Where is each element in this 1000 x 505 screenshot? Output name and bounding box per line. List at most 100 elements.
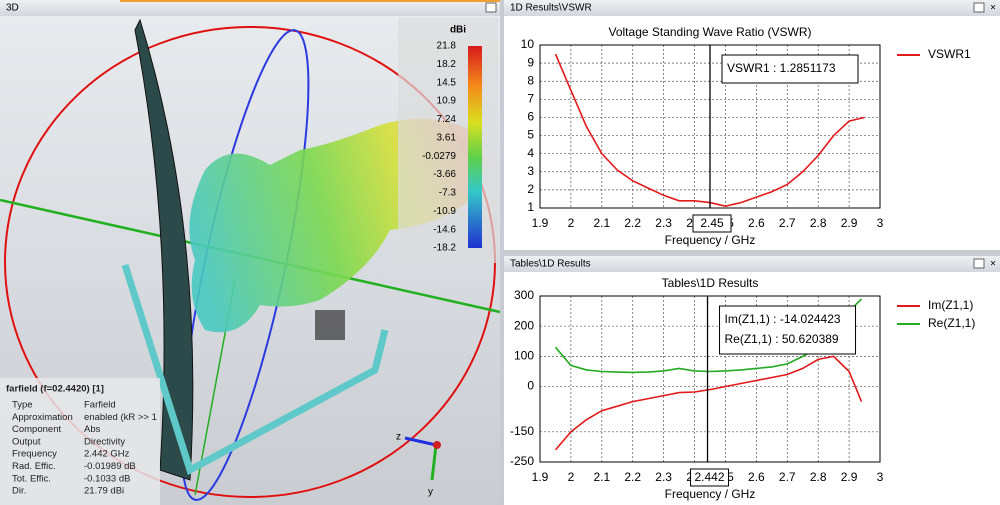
legend-label: VSWR1 <box>928 47 971 61</box>
readout-text: Im(Z1,1) : -14.024423 <box>725 312 841 326</box>
axis-label: y <box>428 487 433 498</box>
info-key: Component <box>12 424 61 435</box>
info-value: Directivity <box>84 436 125 447</box>
panel-title: 1D Results\VSWR <box>510 3 592 14</box>
panel-title: Tables\1D Results <box>510 259 591 270</box>
y-tick-label: -150 <box>510 424 534 438</box>
maximize-button[interactable] <box>973 258 985 269</box>
y-tick-label: 100 <box>514 349 534 363</box>
title-bar <box>0 0 500 16</box>
info-value: -0.1033 dB <box>84 473 130 484</box>
active-line <box>120 0 500 2</box>
chart-title: Voltage Standing Wave Ratio (VSWR) <box>609 25 812 39</box>
colorbar-label: 10.9 <box>437 96 457 107</box>
colorbar-label: -3.66 <box>433 169 456 180</box>
y-tick-label: 10 <box>521 37 535 51</box>
y-tick-label: 7 <box>527 92 534 106</box>
x-tick-label: 2.7 <box>779 216 796 230</box>
charts: Voltage Standing Wave Ratio (VSWR) Freque… <box>510 25 975 501</box>
info-box <box>0 378 160 505</box>
colorbar-label: 3.61 <box>437 132 457 143</box>
x-tick-label: 2.3 <box>655 470 672 484</box>
maximize-button[interactable] <box>485 2 497 13</box>
z-arrow <box>404 436 437 447</box>
close-button[interactable]: × <box>990 259 996 270</box>
info-value: 2.442 GHz <box>84 449 130 460</box>
marker-label: 2.442 <box>695 470 725 484</box>
marker-box <box>692 214 732 233</box>
close-button[interactable]: × <box>990 3 996 14</box>
x-tick-label: 2.7 <box>779 470 796 484</box>
readout-box <box>721 54 859 84</box>
y-tick-label: -250 <box>510 454 534 468</box>
y-tick-label: 300 <box>514 288 534 302</box>
splitter[interactable] <box>500 0 504 505</box>
readout-box <box>719 305 857 355</box>
y-tick-label: 6 <box>527 110 534 124</box>
x-tick-label: 2.6 <box>748 216 765 230</box>
x-tick-label: 2 <box>568 470 575 484</box>
info-key: Dir. <box>12 486 26 497</box>
info-key: Type <box>12 400 33 411</box>
colorbar-labels: 21.8 18.2 14.5 10.9 7.24 3.61 -0.0279 -3.66 -7.3… <box>422 41 456 254</box>
legend-label: Re(Z1,1) <box>928 316 975 330</box>
y-tick-label: 2 <box>527 182 534 196</box>
colorbar-unit: dBi <box>450 25 466 36</box>
plot-frame <box>539 295 881 463</box>
info-value: 21.79 dBi <box>84 486 124 497</box>
colorbar-label: 18.2 <box>437 59 457 70</box>
x-tick-label: 2.9 <box>841 470 858 484</box>
info-heading: farfield (f=02.4420) [1] <box>6 384 104 395</box>
info-key: Output <box>12 436 41 447</box>
readout-text: VSWR1 : 1.2851173 <box>727 61 836 75</box>
y-tick-label: 5 <box>527 128 534 142</box>
colorbar-label: -10.9 <box>433 206 456 217</box>
x-tick-label: 2 <box>568 216 575 230</box>
dish-arm <box>121 263 389 476</box>
origin <box>433 441 441 449</box>
x-axis-label: Frequency / GHz <box>665 233 756 247</box>
splitter[interactable] <box>504 250 1000 256</box>
y-tick-label: 8 <box>527 73 534 87</box>
colorbar-label: -7.3 <box>439 188 457 199</box>
series-line <box>554 355 863 451</box>
colorbar-label: -14.6 <box>433 224 456 235</box>
info-key: Tot. Effic. <box>12 473 51 484</box>
x-tick-label: 2.2 <box>624 216 641 230</box>
x-tick-label: 2.1 <box>593 216 610 230</box>
y-tick-label: 9 <box>527 55 534 69</box>
marker-label: 2.45 <box>700 216 724 230</box>
info-rows: Type Farfield Approximation enabled (kR >> … <box>12 400 157 497</box>
feed <box>315 310 345 340</box>
x-tick-label: 2.8 <box>810 216 827 230</box>
marker-box <box>690 468 730 487</box>
colorbar-label: 7.24 <box>437 114 457 125</box>
x-tick-label: 2.2 <box>624 470 641 484</box>
axis-label: z <box>396 432 401 443</box>
info-value: Farfield <box>84 400 116 411</box>
colorbar-label: -18.2 <box>433 243 456 254</box>
title-bar <box>504 256 1000 272</box>
y-tick-label: 0 <box>527 379 534 393</box>
legend-label: Im(Z1,1) <box>928 298 973 312</box>
info-value: Abs <box>84 424 101 435</box>
info-key: Rad. Effic. <box>12 461 56 472</box>
colorbar-label: 14.5 <box>437 77 457 88</box>
x-tick-label: 2.1 <box>593 470 610 484</box>
info-key: Frequency <box>12 449 57 460</box>
maximize-button[interactable] <box>973 2 985 13</box>
y-arrow <box>430 444 438 481</box>
x-tick-label: 1.9 <box>532 470 549 484</box>
info-value: enabled (kR >> 1 <box>84 412 157 423</box>
y-tick-label: 1 <box>527 200 534 214</box>
x-tick-label: 2.3 <box>655 216 672 230</box>
x-tick-label: 2.9 <box>841 216 858 230</box>
x-tick-label: 3 <box>877 216 884 230</box>
x-axis-label: Frequency / GHz <box>665 487 756 501</box>
info-value: -0.01989 dB <box>84 461 136 472</box>
chart-title: Tables\1D Results <box>662 276 759 290</box>
colorbar <box>468 46 482 248</box>
colorbar-label: 21.8 <box>437 41 457 52</box>
colorbar-label: -0.0279 <box>422 151 456 162</box>
